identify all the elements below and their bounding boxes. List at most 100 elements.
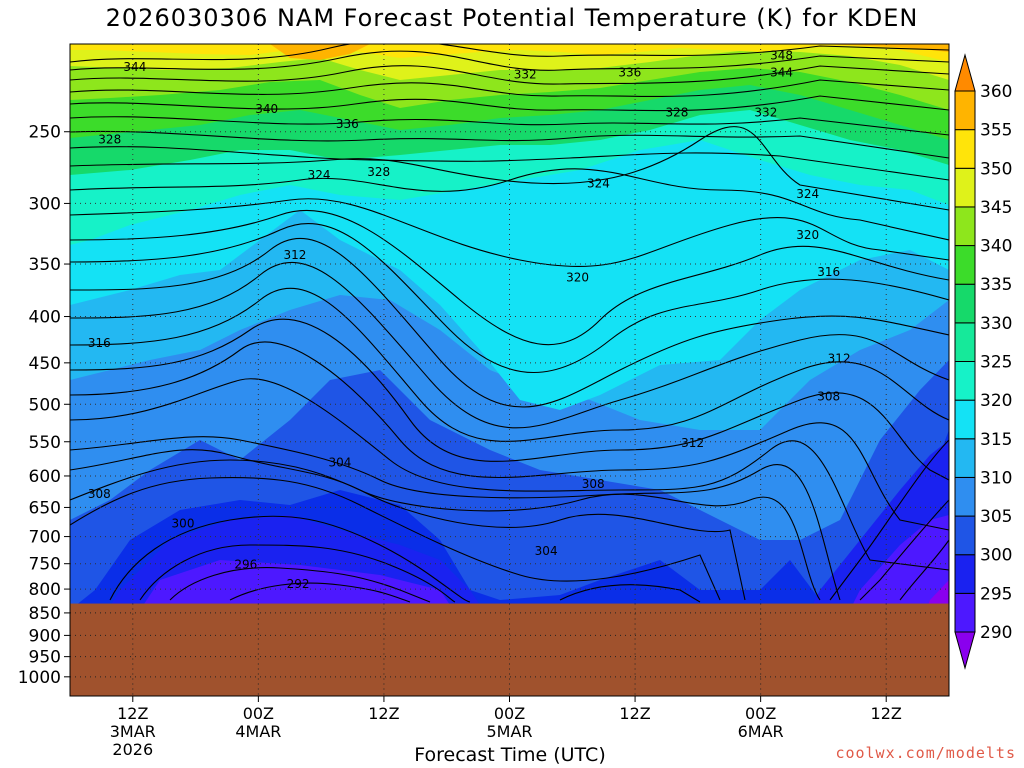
contour-label: 304 [535, 544, 558, 558]
y-tick-label: 850 [29, 604, 61, 624]
colorbar-label: 300 [980, 546, 1012, 566]
contour-label: 304 [329, 456, 352, 470]
colorbar-label: 345 [980, 198, 1012, 218]
x-tick-label: 00Z [745, 704, 776, 723]
y-tick-label: 700 [29, 528, 61, 548]
contour-line [70, 459, 746, 601]
contour-line [70, 146, 949, 181]
colorbar-segment [954, 438, 976, 478]
contour-line [70, 79, 949, 97]
contour-line [70, 95, 949, 112]
contour-label: 328 [665, 105, 688, 119]
contour-line [70, 126, 949, 211]
contour-line [70, 318, 949, 481]
contour-line [70, 44, 949, 63]
contour-line [229, 582, 411, 603]
contour-label: 312 [681, 436, 704, 450]
contour-label: 320 [796, 228, 819, 242]
contour-label: 328 [98, 133, 121, 147]
contour-label: 348 [770, 49, 793, 63]
colorbar-label: 320 [980, 391, 1012, 411]
contour-label: 308 [817, 389, 840, 403]
x-tick-label: 4MAR [235, 722, 281, 741]
contour-line [70, 50, 949, 71]
colorbar-label: 335 [980, 275, 1012, 295]
contour-label: 308 [88, 487, 111, 501]
contour-line [859, 499, 949, 601]
y-tick-label: 350 [29, 255, 61, 275]
y-tick-label: 800 [29, 580, 61, 600]
contour-line [70, 223, 949, 373]
x-tick-label: 00Z [494, 704, 525, 723]
contour-label: 308 [582, 477, 605, 491]
contour-label: 328 [367, 165, 390, 179]
colorbar-segment [954, 515, 976, 556]
y-tick-label: 750 [29, 555, 61, 575]
colorbar-segment [954, 53, 976, 92]
colorbar-segment [954, 476, 976, 517]
colorbar-segment [954, 283, 976, 324]
contour-label: 324 [308, 168, 331, 182]
colorbar-segment [954, 631, 976, 670]
x-tick-label: 3MAR [110, 722, 156, 741]
y-tick-label: 550 [29, 433, 61, 453]
contour-label: 300 [172, 516, 195, 530]
colorbar-segment [954, 206, 976, 247]
colorbar-segment [954, 245, 976, 285]
colorbar: 360 355 350 345 340 335 330 325 320 315 310 305 300 2… [954, 53, 1012, 670]
colorbar-segment [954, 554, 976, 594]
credit-link[interactable]: coolwx.com/modelts [835, 744, 1016, 762]
contour-line [70, 198, 949, 268]
contour-line [899, 539, 949, 601]
contour-label: 316 [88, 336, 111, 350]
contour-line [70, 65, 949, 85]
contour-line [829, 439, 949, 601]
colorbar-segment [954, 361, 976, 401]
contour-label: 324 [587, 176, 610, 190]
x-axis-title: Forecast Time (UTC) [414, 744, 606, 766]
contour-line [139, 544, 456, 603]
colorbar-label: 310 [980, 468, 1012, 488]
colorbar-segment [954, 129, 976, 169]
colorbar-label: 305 [980, 507, 1012, 527]
contour-line [70, 436, 841, 601]
contour-line [70, 262, 949, 429]
x-tick-label: 12Z [871, 704, 902, 723]
contour-labels: 344 340 336 332 336 348 344 328 332 328 328 324 324 3… [88, 49, 851, 592]
colorbar-segment [954, 167, 976, 208]
contour-label: 296 [234, 558, 257, 572]
contour-line [70, 130, 949, 159]
contour-line [109, 515, 471, 603]
colorbar-label: 295 [980, 584, 1012, 604]
contour-line [169, 567, 431, 603]
contour-label: 336 [336, 117, 359, 131]
y-tick-label: 1000 [18, 668, 61, 688]
terrain-gridlines [70, 603, 949, 696]
colorbar-segment [954, 399, 976, 440]
y-tick-label: 900 [29, 626, 61, 646]
x-tick-label: 00Z [243, 704, 274, 723]
contour-label: 320 [566, 270, 589, 284]
band-fill-355 [270, 44, 949, 60]
colorbar-segment [954, 592, 976, 633]
below-ground-terrain [70, 603, 949, 696]
contour-label: 312 [284, 248, 307, 262]
x-tick-label: 2026 [112, 740, 153, 759]
colorbar-label: 355 [980, 121, 1012, 141]
y-tick-label: 300 [29, 194, 61, 214]
y-axis: 2503003504004505005506006507007508008509… [18, 123, 70, 688]
y-tick-label: 500 [29, 395, 61, 415]
contour-line [70, 116, 949, 136]
contour-line [70, 287, 949, 442]
contour-label: 344 [123, 60, 146, 74]
y-tick-label: 450 [29, 354, 61, 374]
contour-label: 316 [817, 265, 840, 279]
contour-label: 340 [255, 102, 278, 116]
x-tick-label: 12Z [619, 704, 650, 723]
x-tick-label: 6MAR [738, 722, 784, 741]
contour-line [70, 449, 821, 601]
y-tick-label: 400 [29, 308, 61, 328]
contour-line [70, 238, 949, 408]
contour-line [70, 209, 949, 346]
